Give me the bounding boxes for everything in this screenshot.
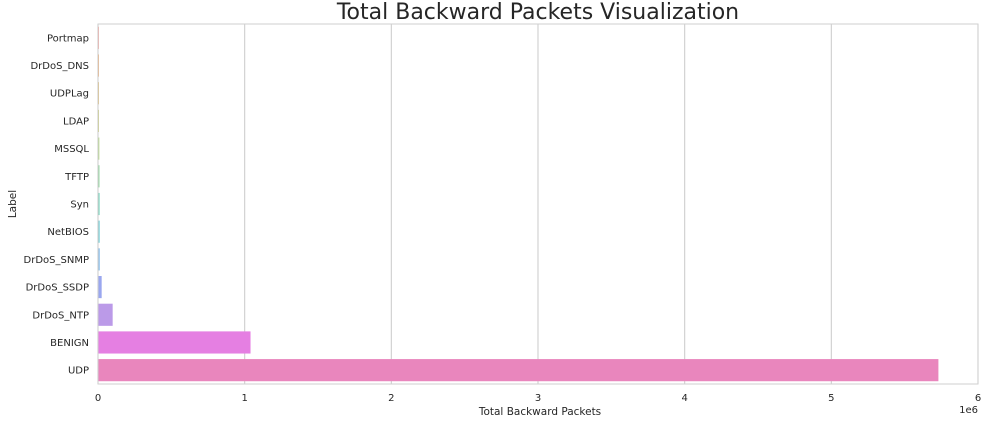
x-tick-label: 1	[241, 393, 247, 404]
bar-drdos-ssdp	[98, 276, 102, 299]
x-tick-label: 6	[975, 393, 981, 404]
bars	[98, 26, 939, 382]
y-tick-label: MSSQL	[54, 144, 89, 155]
y-tick-label: DrDoS_NTP	[32, 310, 89, 321]
x-tick-label: 2	[388, 393, 394, 404]
chart-title: Total Backward Packets Visualization	[336, 0, 739, 25]
x-tick-labels: 0 1 2 3 4 5 6	[95, 393, 981, 404]
x-tick-label: 5	[828, 393, 834, 404]
x-tick-label: 0	[95, 393, 101, 404]
plot-frame	[97, 23, 979, 385]
bar-udp	[98, 359, 939, 382]
bar-netbios	[98, 220, 100, 243]
y-tick-label: NetBIOS	[47, 227, 89, 238]
bar-benign	[98, 331, 251, 354]
y-tick-label: BENIGN	[50, 338, 89, 349]
bar-syn	[98, 192, 100, 216]
x-axis-label: Total Backward Packets	[478, 406, 601, 418]
y-axis-label: Label	[7, 190, 19, 218]
y-tick-label: UDPLag	[50, 89, 89, 100]
bar-drdos-snmp	[98, 248, 100, 271]
y-tick-label: DrDoS_SNMP	[24, 255, 89, 266]
grid-lines	[97, 24, 979, 384]
y-tick-label: Syn	[70, 200, 89, 211]
bar-mssql	[98, 137, 100, 160]
bar-tftp	[98, 165, 100, 188]
x-offset-label: 1e6	[959, 405, 978, 416]
x-tick-label: 3	[535, 393, 541, 404]
y-tick-label: DrDoS_DNS	[30, 61, 89, 72]
bar-drdos-ntp	[98, 303, 113, 326]
y-tick-label: Portmap	[47, 33, 89, 44]
y-tick-labels: Portmap DrDoS_DNS UDPLag LDAP MSSQL TFTP Syn Ne…	[24, 33, 90, 376]
y-tick-label: LDAP	[63, 116, 89, 127]
x-tick-label: 4	[681, 393, 687, 404]
y-tick-label: UDP	[68, 366, 89, 377]
y-tick-label: TFTP	[64, 172, 89, 183]
y-tick-label: DrDoS_SSDP	[26, 283, 89, 294]
